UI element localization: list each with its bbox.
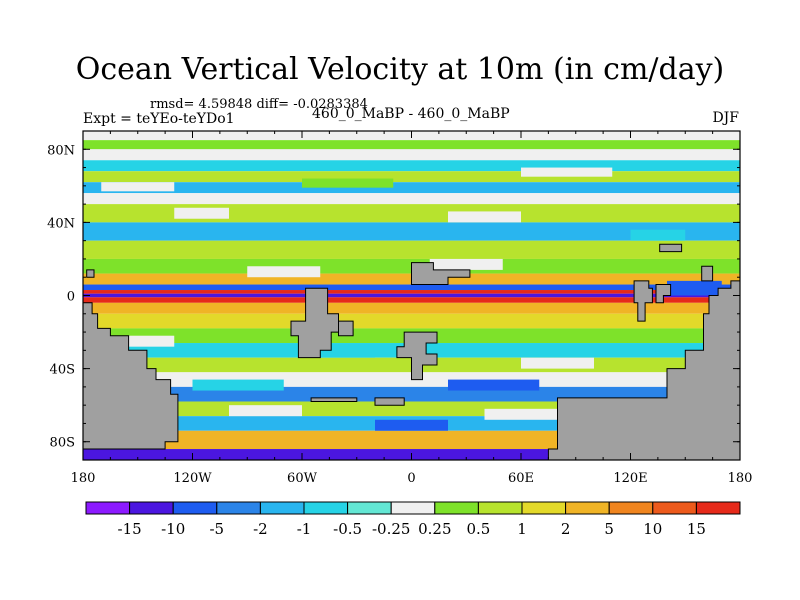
field-patch (630, 229, 686, 241)
field-band (83, 171, 740, 183)
colorbar-swatch (172, 501, 218, 515)
land-island-9 (86, 269, 95, 278)
field-layer (83, 131, 740, 460)
field-patch (429, 258, 503, 270)
field-patch (448, 379, 540, 391)
field-patch (192, 379, 284, 391)
y-tick-label: 80S (50, 436, 75, 451)
field-band (83, 182, 740, 194)
colorbar-swatch (259, 501, 305, 515)
land-island-4 (411, 262, 471, 285)
field-patch (521, 167, 613, 177)
colorbar-label: -1 (297, 520, 312, 538)
land-island-1 (290, 287, 339, 359)
colorbar-swatch (434, 501, 479, 515)
field-patch (247, 266, 321, 278)
colorbar-swatch (608, 501, 654, 515)
colorbar-label: -5 (209, 520, 224, 538)
field-band (83, 313, 740, 329)
colorbar-label: -0.5 (333, 520, 362, 538)
land-island-8 (701, 265, 714, 282)
land-island-11 (374, 397, 405, 406)
field-band (83, 297, 740, 303)
colorbar-swatch (85, 501, 131, 515)
colorbar-label: -2 (253, 520, 268, 538)
land-southwest (83, 302, 179, 460)
x-tick-label: 0 (407, 471, 415, 486)
colorbar-swatch (652, 501, 697, 515)
chart-title: Ocean Vertical Velocity at 10m (in cm/da… (75, 52, 725, 87)
x-tick-label: 60E (508, 471, 534, 486)
y-tick-label: 80N (47, 143, 75, 158)
colorbar-swatch (303, 501, 349, 515)
colorbar-label: 1 (517, 520, 527, 538)
field-patch (375, 419, 448, 431)
y-tick-label: 40N (47, 216, 75, 231)
field-patch (484, 408, 594, 420)
colorbar-swatch (565, 501, 610, 515)
field-band (83, 290, 740, 294)
field-patch (119, 335, 175, 347)
land-island-10 (310, 397, 358, 402)
field-band (83, 140, 740, 150)
field-patch (101, 182, 175, 192)
field-patch (667, 280, 722, 296)
colorbar-swatch (390, 501, 436, 515)
colorbar-swatch (521, 501, 567, 515)
field-patch (448, 211, 521, 223)
colorbar-label: 5 (604, 520, 614, 538)
y-tick-label: 0 (67, 290, 75, 305)
colorbar-label: -10 (161, 520, 185, 538)
colorbar-swatch (695, 501, 741, 515)
experiment-label: Expt = teYEo-teYDo1 (83, 111, 235, 127)
x-tick-label: 120E (613, 471, 647, 486)
land-island-5 (633, 280, 653, 322)
colorbar-swatch (347, 501, 392, 515)
x-tick-label: 120W (173, 471, 212, 486)
x-tick-label: 180 (71, 471, 96, 486)
field-band (83, 160, 740, 172)
field-band (83, 149, 740, 161)
land-island-6 (655, 284, 672, 304)
case-label: 460_0_MaBP - 460_0_MaBP (312, 106, 510, 122)
field-patch (174, 207, 229, 219)
colorbar-label: 0.25 (418, 520, 451, 538)
field-band (83, 293, 740, 298)
y-tick-label: 40S (50, 363, 75, 378)
field-band (83, 222, 740, 241)
colorbar-label: 0.5 (466, 520, 490, 538)
field-patch (302, 346, 375, 358)
field-band (83, 302, 740, 314)
land-island-2 (338, 320, 354, 337)
field-patch (302, 178, 394, 188)
rmsd-diff-stats: rmsd= 4.59848 diff= -0.0283384 (150, 97, 368, 112)
colorbar-label: 10 (643, 520, 662, 538)
field-band (83, 284, 740, 291)
colorbar-swatch (129, 501, 174, 515)
colorbar-swatch (477, 501, 523, 515)
colorbar-swatch (216, 501, 261, 515)
colorbar-label: 15 (687, 520, 706, 538)
land-island-3 (396, 331, 438, 381)
field-band (83, 193, 740, 205)
field-patch (229, 405, 302, 417)
field-patch (521, 357, 594, 369)
colorbar-label: -15 (118, 520, 142, 538)
season-label: DJF (712, 110, 739, 126)
x-tick-label: 180 (728, 471, 753, 486)
land-southeast (547, 280, 740, 460)
field-band (83, 204, 740, 223)
field-band (83, 240, 740, 259)
colorbar-label: -0.25 (372, 520, 410, 538)
land-island-7 (659, 243, 683, 253)
x-tick-label: 60W (287, 471, 318, 486)
colorbar-label: 2 (561, 520, 571, 538)
